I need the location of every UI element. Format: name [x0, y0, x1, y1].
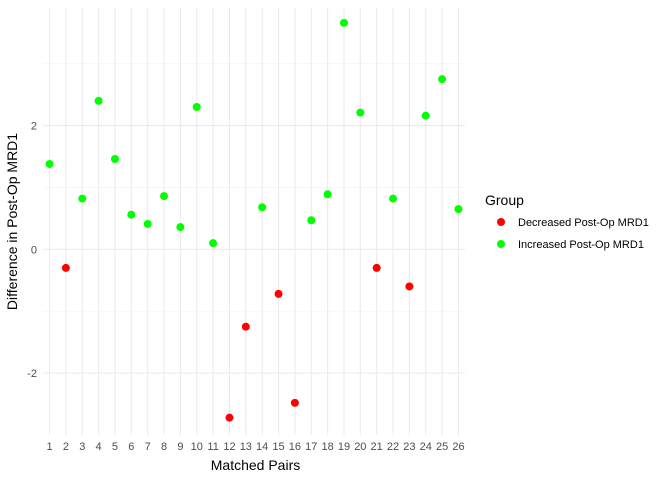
data-point [290, 398, 299, 407]
data-point [192, 103, 201, 112]
x-tick-label: 4 [96, 441, 102, 453]
points-layer [45, 18, 463, 422]
x-tick-label: 8 [161, 441, 167, 453]
x-tick-label: 12 [223, 441, 235, 453]
x-tick-label: 26 [452, 441, 464, 453]
x-tick-label: 16 [289, 441, 301, 453]
data-point [356, 108, 365, 117]
x-tick-labels: 1 2 3 4 5 6 7 8 9 10 11 12 13 14 15 16 17 18 19 20 21 22 23 24 2… [46, 441, 464, 453]
data-point [110, 154, 119, 163]
x-tick-label: 15 [272, 441, 284, 453]
legend: Group Decreased Post-Op MRD1 Increased P… [485, 192, 649, 251]
x-tick-label: 3 [79, 441, 85, 453]
data-point [78, 194, 87, 203]
data-point [160, 192, 169, 201]
x-tick-label: 25 [436, 441, 448, 453]
x-axis-title: Matched Pairs [211, 457, 300, 473]
x-tick-label: 22 [387, 441, 399, 453]
data-point [421, 111, 430, 120]
data-point [274, 289, 283, 298]
y-axis-title: Difference in Post-Op MRD1 [4, 133, 20, 310]
data-point [307, 216, 316, 225]
data-point [127, 210, 136, 219]
data-point [454, 205, 463, 214]
data-point [323, 190, 332, 199]
data-point [143, 219, 152, 228]
y-tick-labels: -2 0 2 [27, 121, 37, 381]
legend-label-increased: Increased Post-Op MRD1 [518, 239, 644, 251]
x-tick-label: 5 [112, 441, 118, 453]
data-point [241, 322, 250, 331]
data-point [176, 223, 185, 232]
x-tick-label: 17 [305, 441, 317, 453]
x-tick-label: 10 [191, 441, 203, 453]
data-point [258, 203, 267, 212]
data-point [438, 75, 447, 84]
data-point [372, 263, 381, 272]
legend-key-increased [497, 240, 505, 248]
x-tick-label: 24 [420, 441, 432, 453]
x-tick-label: 13 [240, 441, 252, 453]
x-tick-label: 9 [177, 441, 183, 453]
data-point [389, 194, 398, 203]
data-point [94, 96, 103, 105]
legend-key-decreased [497, 218, 505, 226]
data-point [61, 263, 70, 272]
x-tick-label: 23 [403, 441, 415, 453]
x-tick-label: 21 [371, 441, 383, 453]
legend-title: Group [485, 192, 524, 208]
grid-layer [43, 8, 465, 435]
data-point [405, 282, 414, 291]
legend-label-decreased: Decreased Post-Op MRD1 [518, 217, 649, 229]
x-tick-label: 1 [46, 441, 52, 453]
x-tick-label: 19 [338, 441, 350, 453]
data-point [339, 18, 348, 27]
x-tick-label: 18 [321, 441, 333, 453]
y-tick-label: 2 [31, 121, 37, 133]
x-tick-label: 7 [145, 441, 151, 453]
data-point [45, 159, 54, 168]
data-point [225, 413, 234, 422]
x-tick-label: 6 [128, 441, 134, 453]
y-tick-label: -2 [27, 368, 37, 380]
x-tick-label: 14 [256, 441, 268, 453]
y-tick-label: 0 [31, 244, 37, 256]
data-point [209, 239, 218, 248]
x-tick-label: 2 [63, 441, 69, 453]
x-tick-label: 20 [354, 441, 366, 453]
x-tick-label: 11 [207, 441, 218, 453]
